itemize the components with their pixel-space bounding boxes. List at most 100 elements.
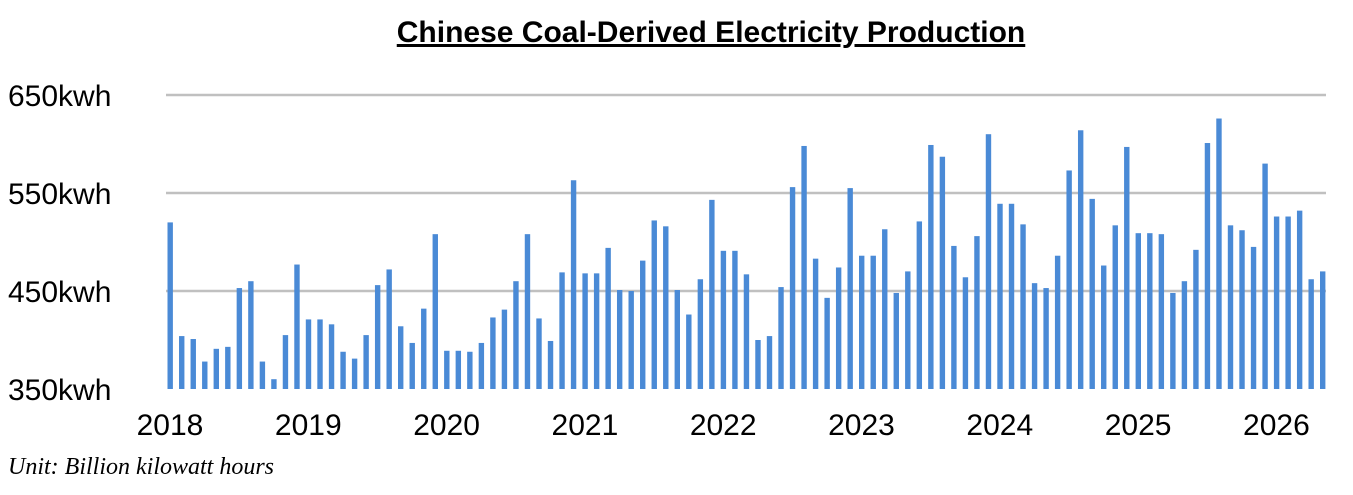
bar bbox=[1008, 203, 1015, 389]
bar bbox=[766, 336, 773, 389]
bar bbox=[524, 234, 531, 389]
bar bbox=[674, 290, 680, 389]
bar bbox=[536, 318, 542, 389]
bar bbox=[593, 273, 600, 389]
bar bbox=[167, 222, 173, 389]
bar bbox=[824, 297, 830, 389]
bar bbox=[616, 290, 623, 389]
bar bbox=[1181, 281, 1188, 389]
bar bbox=[1043, 288, 1049, 389]
bar bbox=[1296, 210, 1303, 389]
bar bbox=[605, 247, 611, 389]
y-tick-label: 450kwh bbox=[8, 276, 111, 309]
bar bbox=[547, 340, 554, 389]
bar bbox=[1320, 271, 1326, 389]
bar bbox=[179, 336, 185, 389]
bar bbox=[651, 220, 657, 389]
bar bbox=[997, 203, 1003, 389]
bar bbox=[1066, 170, 1072, 389]
bar bbox=[1273, 216, 1280, 389]
bar bbox=[732, 250, 738, 389]
bar bbox=[743, 274, 750, 389]
x-tick-label: 2023 bbox=[828, 409, 895, 442]
bar bbox=[1170, 292, 1176, 389]
bar bbox=[697, 279, 704, 389]
bar bbox=[1285, 216, 1291, 389]
bar bbox=[271, 379, 277, 389]
bar bbox=[870, 255, 876, 389]
bar bbox=[582, 273, 588, 389]
bar bbox=[317, 319, 323, 389]
bar bbox=[974, 236, 980, 389]
bar bbox=[282, 335, 289, 389]
bar bbox=[513, 281, 519, 389]
bar bbox=[951, 245, 957, 389]
x-tick-label: 2021 bbox=[552, 409, 619, 442]
bar bbox=[801, 145, 807, 389]
bar bbox=[628, 291, 634, 389]
y-axis: 350kwh 450kwh 550kwh 650kwh bbox=[8, 80, 111, 407]
bar bbox=[1308, 279, 1314, 389]
bar bbox=[916, 221, 923, 389]
bar bbox=[663, 226, 669, 389]
bar bbox=[1089, 198, 1095, 389]
bar bbox=[709, 199, 715, 389]
bar bbox=[789, 187, 796, 389]
bar bbox=[686, 314, 692, 389]
bar bbox=[1158, 234, 1165, 389]
bar bbox=[248, 281, 254, 389]
bar bbox=[409, 342, 415, 389]
unit-note: Unit: Billion kilowatt hours bbox=[8, 454, 274, 480]
bar bbox=[478, 342, 485, 389]
bar bbox=[421, 308, 427, 389]
bar bbox=[1124, 146, 1130, 389]
bar bbox=[490, 317, 496, 389]
bar bbox=[939, 156, 946, 389]
x-tick-label: 2018 bbox=[137, 409, 204, 442]
bar bbox=[905, 271, 911, 389]
bar bbox=[305, 319, 312, 389]
bar bbox=[1101, 265, 1107, 389]
bar bbox=[328, 324, 335, 389]
bar bbox=[294, 264, 300, 389]
bar bbox=[1193, 249, 1199, 389]
bar bbox=[340, 351, 346, 389]
bar bbox=[1262, 163, 1268, 389]
bar bbox=[501, 309, 508, 389]
bars bbox=[167, 118, 1326, 390]
bar bbox=[236, 288, 243, 389]
bar bbox=[835, 267, 842, 389]
bar bbox=[190, 339, 196, 389]
bar bbox=[455, 350, 462, 389]
bar bbox=[812, 258, 819, 389]
bar bbox=[1147, 233, 1153, 389]
x-tick-label: 2025 bbox=[1105, 409, 1172, 442]
bar bbox=[213, 348, 219, 389]
bar bbox=[755, 340, 761, 389]
y-tick-label: 650kwh bbox=[8, 80, 111, 113]
bar bbox=[374, 285, 381, 389]
bar bbox=[202, 361, 208, 389]
x-axis: 2018 2019 2020 2021 2022 2023 2024 2025 2026 bbox=[137, 409, 1310, 442]
bar bbox=[398, 326, 404, 389]
bar bbox=[1031, 283, 1038, 389]
bar bbox=[1216, 118, 1222, 390]
bar bbox=[859, 255, 865, 389]
bar bbox=[467, 351, 473, 389]
bar bbox=[1204, 143, 1211, 389]
bar bbox=[432, 234, 438, 389]
bar bbox=[847, 188, 853, 389]
bar bbox=[1135, 233, 1141, 389]
x-tick-label: 2024 bbox=[966, 409, 1033, 442]
bar bbox=[1077, 130, 1084, 389]
x-tick-label: 2020 bbox=[413, 409, 480, 442]
bar bbox=[386, 269, 392, 389]
bar bbox=[363, 335, 369, 389]
bar bbox=[1250, 246, 1257, 389]
bar bbox=[1227, 225, 1234, 389]
bar bbox=[225, 346, 231, 389]
y-tick-label: 350kwh bbox=[8, 374, 111, 407]
bar bbox=[559, 272, 565, 389]
x-tick-label: 2022 bbox=[690, 409, 757, 442]
